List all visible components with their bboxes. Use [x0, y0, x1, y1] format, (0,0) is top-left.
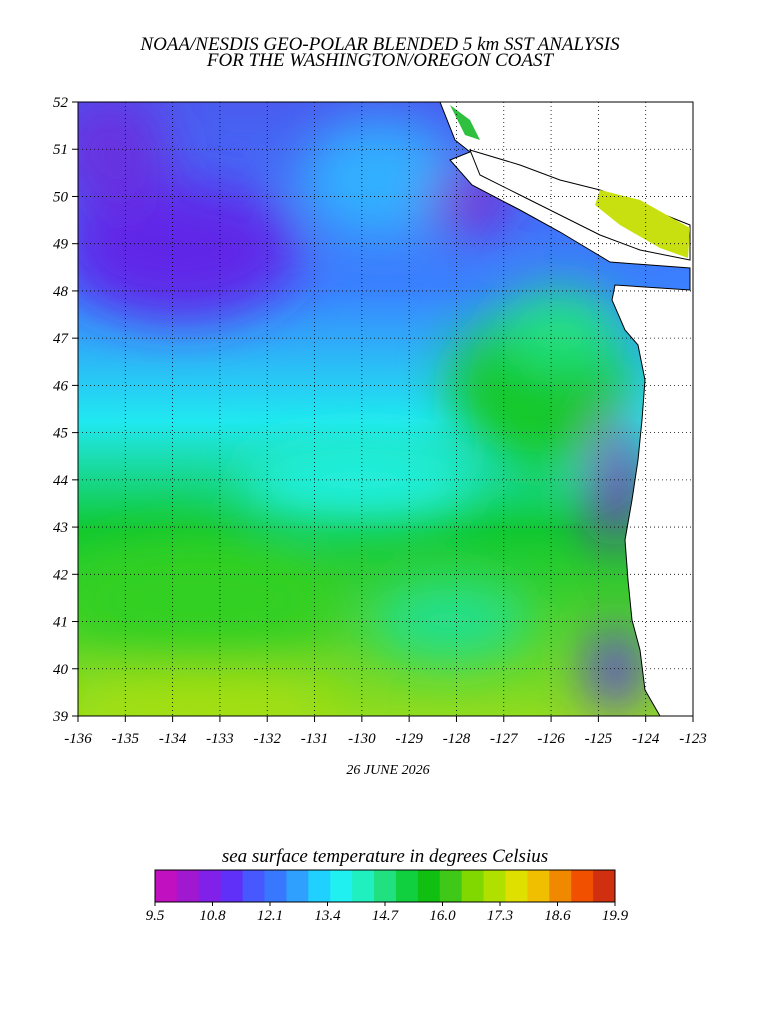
colorbar-swatch: [461, 870, 485, 902]
colorbar-swatch: [549, 870, 572, 902]
y-tick-label: 47: [53, 331, 70, 347]
title-line: NOAA/NESDIS GEO-POLAR BLENDED 5 km SST A…: [139, 34, 620, 55]
y-tick-label: 41: [53, 615, 68, 631]
y-tick-label: 45: [53, 426, 69, 442]
colorbar-tick-label: 19.9: [602, 908, 629, 924]
x-tick-label: -126: [537, 731, 565, 747]
y-tick-label: 51: [53, 142, 68, 158]
x-tick-label: -124: [632, 731, 660, 747]
colorbar-tick-label: 10.8: [199, 908, 226, 924]
x-tick-label: -127: [490, 731, 519, 747]
y-tick-label: 46: [53, 378, 69, 394]
colorbar-tick-label: 13.4: [314, 908, 341, 924]
y-tick-label: 50: [53, 189, 69, 205]
y-tick-label: 49: [53, 237, 69, 253]
x-tick-label: -128: [443, 731, 471, 747]
colorbar-swatch: [155, 870, 178, 902]
y-tick-label: 52: [53, 95, 69, 111]
x-tick-label: -133: [206, 731, 234, 747]
colorbar-tick-label: 12.1: [257, 908, 283, 924]
colorbar-swatch: [439, 870, 463, 902]
colorbar-swatch: [593, 870, 616, 902]
colorbar-swatch: [527, 870, 550, 902]
colorbar-swatch: [417, 870, 441, 902]
date-label: 26 JUNE 2026: [346, 763, 429, 778]
x-tick-label: -132: [253, 731, 281, 747]
x-tick-label: -134: [159, 731, 187, 747]
x-tick-label: -125: [585, 731, 613, 747]
y-tick-label: 44: [53, 473, 69, 489]
colorbar-tick-label: 18.6: [544, 908, 571, 924]
x-tick-label: -136: [64, 731, 92, 747]
colorbar-swatch: [374, 870, 397, 902]
colorbar-swatch: [242, 870, 266, 902]
y-tick-label: 48: [53, 284, 69, 300]
colorbar-swatch: [483, 870, 506, 902]
colorbar-swatch: [352, 870, 375, 902]
y-tick-label: 40: [53, 662, 69, 678]
x-tick-label: -129: [395, 731, 423, 747]
x-tick-label: -135: [112, 731, 140, 747]
x-tick-label: -131: [301, 731, 329, 747]
colorbar-swatch: [571, 870, 594, 902]
title-line: FOR THE WASHINGTON/OREGON COAST: [206, 50, 555, 71]
colorbar-swatch: [395, 870, 419, 902]
x-tick-label: -130: [348, 731, 376, 747]
y-tick-label: 39: [52, 709, 69, 725]
x-tick-label: -123: [679, 731, 707, 747]
colorbar-swatch: [308, 870, 331, 902]
colorbar-tick-label: 14.7: [372, 908, 400, 924]
sst-field: [78, 102, 693, 716]
colorbar-swatch: [286, 870, 309, 902]
colorbar-tick-label: 16.0: [429, 908, 456, 924]
colorbar-tick-label: 17.3: [487, 908, 513, 924]
y-tick-label: 42: [53, 567, 69, 583]
colorbar-swatch: [330, 870, 353, 902]
colorbar-swatch: [220, 870, 244, 902]
map-frame: [77, 101, 694, 717]
y-tick-label: 43: [53, 520, 68, 536]
colorbar-swatch: [505, 870, 528, 902]
colorbar-swatch: [264, 870, 287, 902]
colorbar-label: sea surface temperature in degrees Celsi…: [222, 846, 548, 867]
colorbar-tick-label: 9.5: [146, 908, 165, 924]
colorbar-swatch: [176, 870, 200, 902]
colorbar-swatch: [198, 870, 222, 902]
